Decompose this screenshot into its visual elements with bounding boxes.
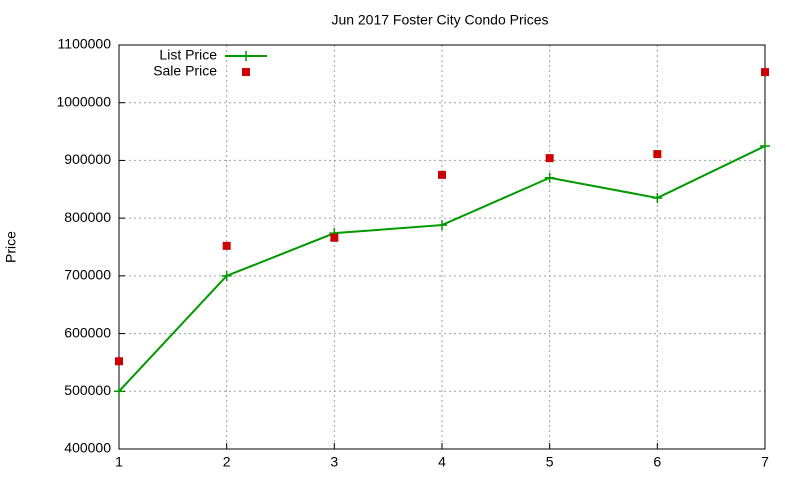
point-marker (222, 241, 231, 250)
y-tick-label: 1100000 (58, 36, 112, 52)
point-marker (221, 270, 232, 281)
point-marker (330, 233, 339, 242)
x-tick-label: 6 (653, 454, 661, 470)
point-marker (760, 141, 770, 151)
legend-label: Sale Price (153, 63, 217, 79)
y-axis-label: Price (3, 231, 19, 263)
y-tick-label: 1000000 (56, 93, 111, 109)
legend-marker (242, 68, 250, 76)
y-tick-label: 800000 (64, 209, 111, 225)
series-line (118, 145, 766, 392)
legend-label: List Price (159, 47, 217, 63)
x-tick-label: 2 (223, 454, 231, 470)
x-tick-label: 3 (330, 454, 338, 470)
point-marker (438, 170, 446, 179)
point-marker (115, 357, 123, 366)
point-marker (761, 68, 769, 77)
y-tick-label: 500000 (64, 382, 111, 398)
x-tick-label: 4 (438, 454, 446, 470)
y-tick-label: 600000 (64, 324, 111, 340)
point-marker (545, 154, 554, 163)
x-tick-label: 5 (546, 454, 554, 470)
point-marker (544, 172, 555, 183)
x-tick-label: 7 (761, 454, 769, 470)
y-tick-label: 400000 (64, 440, 111, 456)
point-marker (437, 220, 447, 231)
point-marker (652, 192, 663, 203)
point-marker (653, 150, 662, 159)
legend-marker (241, 51, 251, 61)
point-marker (114, 386, 124, 397)
chart-title: Jun 2017 Foster City Condo Prices (331, 12, 548, 28)
plot-frame (118, 44, 766, 450)
x-tick-label: 1 (115, 454, 123, 470)
y-tick-label: 900000 (64, 151, 111, 167)
y-tick-label: 700000 (64, 267, 111, 283)
